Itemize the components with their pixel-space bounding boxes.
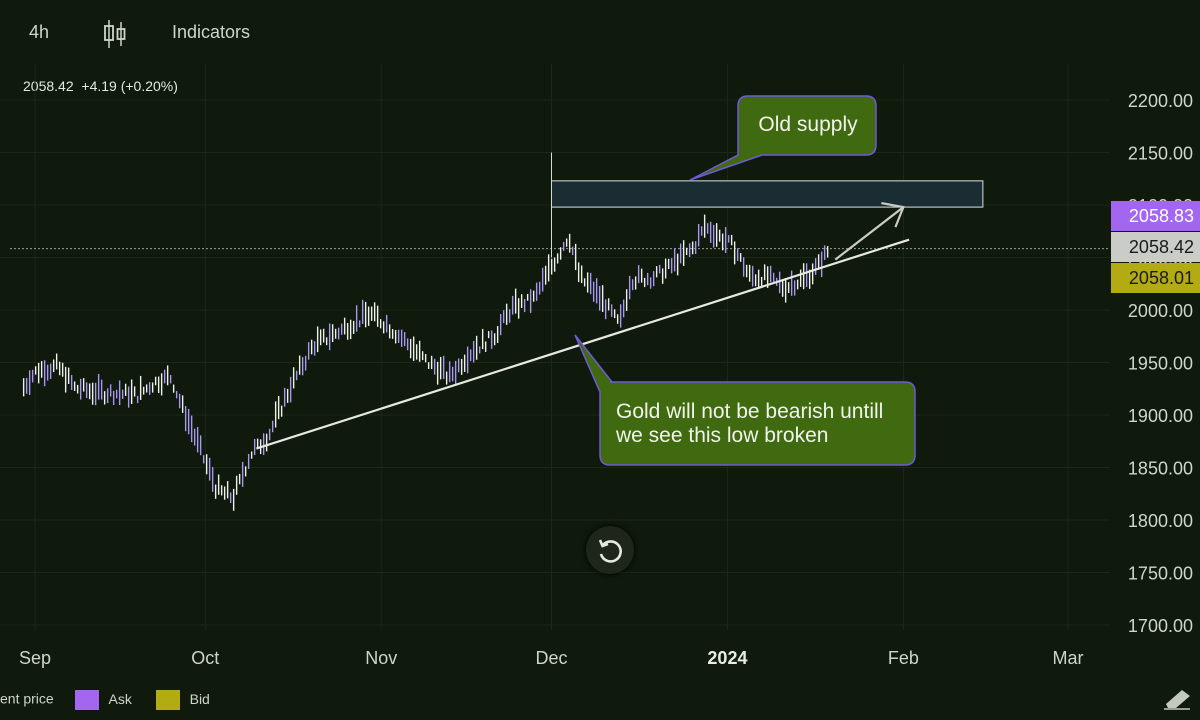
y-tick-label: 1850.00 bbox=[1128, 459, 1193, 479]
supply-zone bbox=[551, 180, 984, 208]
ask-swatch bbox=[74, 690, 99, 710]
y-tick-label: 2150.00 bbox=[1128, 144, 1193, 164]
current-price-tag: 2058.42 bbox=[1111, 232, 1200, 262]
last-price: 2058.42 bbox=[23, 78, 74, 94]
price-change: +4.19 (+0.20%) bbox=[81, 78, 178, 94]
chart-grid bbox=[0, 64, 1110, 630]
callout-old-supply: Old supply bbox=[689, 95, 877, 181]
x-tick-label: Oct bbox=[191, 648, 219, 668]
price-summary: 2058.42 +4.19 (+0.20%) bbox=[23, 78, 178, 94]
interval-button[interactable]: 4h bbox=[29, 22, 50, 42]
y-axis: 2200.002150.002100.002050.002000.001950.… bbox=[1128, 91, 1193, 636]
x-tick-label: Mar bbox=[1053, 648, 1084, 668]
y-tick-label: 1800.00 bbox=[1128, 511, 1193, 531]
y-tick-label: 1900.00 bbox=[1128, 406, 1193, 426]
projection-arrow bbox=[834, 202, 905, 261]
y-tick-label: 1750.00 bbox=[1128, 564, 1193, 584]
indicators-button[interactable]: Indicators bbox=[172, 22, 251, 42]
x-axis: Sep Oct Nov Dec 2024 Feb Mar bbox=[19, 648, 1084, 668]
chart-toolbar: 4h Indicators bbox=[0, 0, 1200, 64]
chart-legend: ent price Ask Bid bbox=[0, 690, 210, 712]
y-tick-label: 1950.00 bbox=[1128, 354, 1193, 374]
candlestick-icon[interactable] bbox=[102, 18, 128, 55]
x-tick-label: Nov bbox=[365, 648, 397, 668]
price-bars bbox=[22, 214, 829, 511]
x-tick-label: Dec bbox=[535, 648, 567, 668]
y-tick-label: 2000.00 bbox=[1128, 301, 1193, 321]
eraser-icon[interactable] bbox=[1162, 686, 1192, 715]
x-tick-label: 2024 bbox=[707, 648, 747, 668]
legend-item-ask: Ask bbox=[108, 690, 132, 707]
reset-view-button[interactable] bbox=[586, 526, 634, 574]
ask-price-tag: 2058.83 bbox=[1111, 201, 1200, 231]
x-tick-label: Sep bbox=[19, 648, 51, 668]
x-tick-label: Feb bbox=[888, 648, 919, 668]
bid-swatch bbox=[155, 690, 180, 710]
y-tick-label: 1700.00 bbox=[1128, 616, 1193, 636]
callout-low-break-text: Gold will not be bearish untill we see t… bbox=[615, 400, 889, 447]
callout-old-supply-text: Old supply bbox=[758, 113, 858, 136]
y-tick-label: 2200.00 bbox=[1128, 91, 1193, 111]
callout-low-break: Gold will not be bearish untill we see t… bbox=[574, 334, 916, 466]
legend-item-current: ent price bbox=[0, 690, 54, 707]
bid-price-tag: 2058.01 bbox=[1111, 263, 1200, 293]
reset-icon bbox=[598, 539, 622, 563]
legend-item-bid: Bid bbox=[189, 690, 210, 707]
